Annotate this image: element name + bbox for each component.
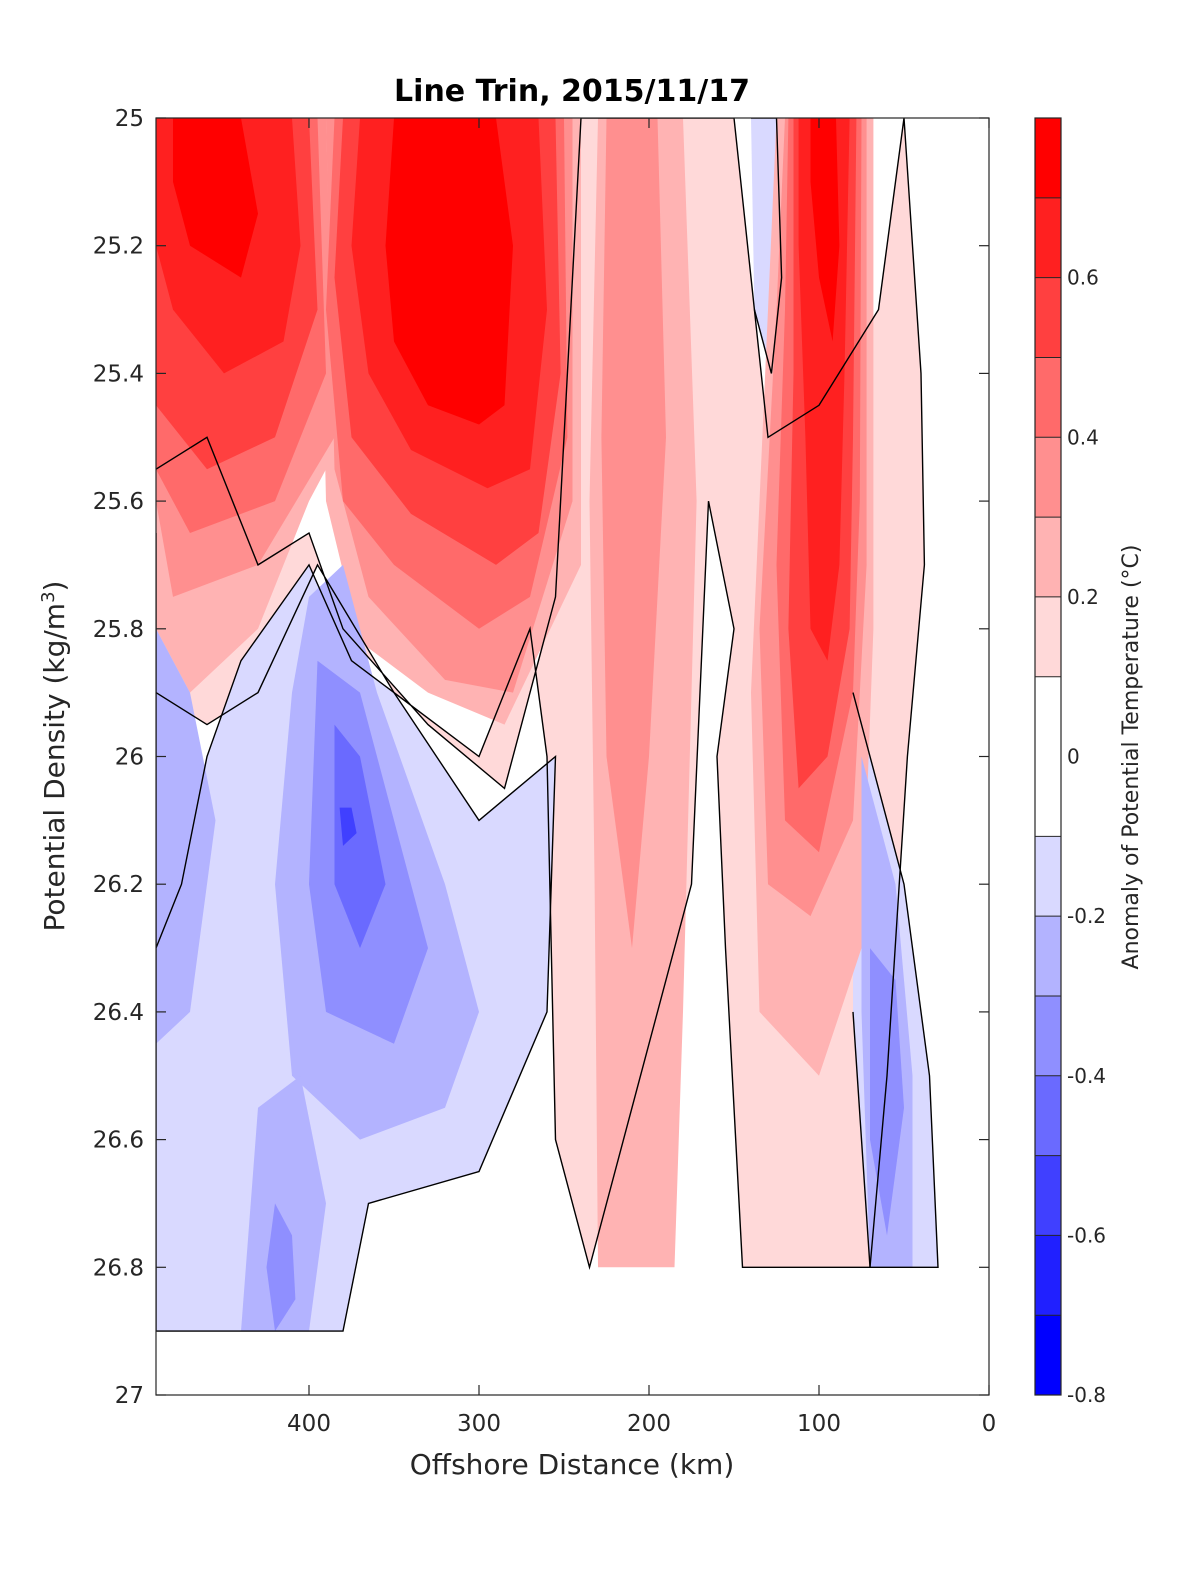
zero-contour-lines bbox=[156, 118, 939, 1332]
colorbar-band-5 bbox=[1035, 916, 1061, 996]
contour-region-28 bbox=[870, 948, 904, 1236]
colorbar-tick-label-0: 0 bbox=[1067, 745, 1080, 769]
zero-contour-20 bbox=[156, 118, 926, 1271]
zero-contour-22 bbox=[852, 692, 939, 1269]
y-tick-label-25.4: 25.4 bbox=[93, 361, 144, 387]
colorbar-band-8 bbox=[1035, 596, 1061, 677]
x-axis: 400 300 200 100 0 bbox=[287, 118, 996, 1437]
contour-region-30 bbox=[334, 724, 386, 949]
colorbar-tick-label-0.6: 0.6 bbox=[1067, 266, 1099, 290]
contour-fills bbox=[156, 118, 938, 1332]
y-tick-label-27: 27 bbox=[115, 1383, 144, 1409]
colorbar-band-14 bbox=[1035, 118, 1061, 198]
colorbar-tick-label-0.4: 0.4 bbox=[1067, 425, 1099, 449]
contour-region-29 bbox=[266, 1203, 296, 1332]
colorbar-band-7 bbox=[1035, 676, 1061, 837]
colorbar-tick-label--0.4: -0.4 bbox=[1067, 1064, 1106, 1088]
x-tick-label-0: 0 bbox=[982, 1411, 997, 1437]
zero-contour-21 bbox=[156, 533, 557, 1332]
colorbar-band-11 bbox=[1035, 357, 1061, 438]
colorbar-tick-label-0.2: 0.2 bbox=[1067, 585, 1099, 609]
colorbar-band-3 bbox=[1035, 1075, 1061, 1156]
contour-region-20 bbox=[156, 118, 925, 1268]
y-axis-label: Potential Density (kg/m3) bbox=[38, 581, 72, 932]
x-tick-label-100: 100 bbox=[797, 1411, 841, 1437]
contour-region-31 bbox=[339, 807, 357, 846]
contour-region-26 bbox=[241, 1075, 326, 1332]
colorbar-tick-label--0.6: -0.6 bbox=[1067, 1223, 1106, 1247]
colorbar-label: Anomaly of Potential Temperature (°C) bbox=[1119, 545, 1144, 970]
y-tick-label-25.8: 25.8 bbox=[93, 617, 144, 643]
x-tick-label-200: 200 bbox=[627, 1411, 671, 1437]
y-tick-label-25: 25 bbox=[115, 106, 144, 132]
colorbar-band-10 bbox=[1035, 437, 1061, 518]
contour-region-0 bbox=[173, 118, 258, 278]
zero-contour-32 bbox=[751, 118, 783, 374]
y-tick-label-25.2: 25.2 bbox=[93, 234, 144, 260]
colorbar-band-9 bbox=[1035, 517, 1061, 597]
x-tick-label-400: 400 bbox=[287, 1411, 331, 1437]
contour-region-23 bbox=[156, 628, 216, 1044]
contour-region-14 bbox=[601, 118, 666, 949]
y-tick-label-26.6: 26.6 bbox=[93, 1128, 144, 1154]
colorbar-tick-label--0.2: -0.2 bbox=[1067, 904, 1106, 928]
x-tick-label-300: 300 bbox=[457, 1411, 501, 1437]
y-axis-label-main: Potential Density (kg/m bbox=[38, 603, 71, 932]
y-tick-label-26.4: 26.4 bbox=[93, 1000, 144, 1026]
y-tick-label-26.8: 26.8 bbox=[93, 1255, 144, 1281]
contour-region-1 bbox=[385, 118, 513, 425]
colorbar-band-12 bbox=[1035, 277, 1061, 358]
colorbar-band-0 bbox=[1035, 1315, 1061, 1395]
colorbar-frame bbox=[1034, 117, 1062, 1396]
colorbar-band-2 bbox=[1035, 1155, 1061, 1236]
chart-title: Line Trin, 2015/11/17 bbox=[394, 74, 750, 109]
colorbar-band-4 bbox=[1035, 995, 1061, 1076]
colorbar-band-13 bbox=[1035, 197, 1061, 278]
y-axis: 25 25.2 25.4 25.6 25.8 26 26.2 26.4 26.6 26.8 27 bbox=[93, 106, 989, 1409]
colorbar: -0.8 -0.6 -0.4 -0.2 0 0.2 0.4 0.6 bbox=[1034, 117, 1106, 1407]
y-axis-label-superscript: 3 bbox=[38, 591, 59, 602]
y-tick-label-26.2: 26.2 bbox=[93, 872, 144, 898]
contour-region-2 bbox=[810, 118, 840, 342]
y-tick-label-25.6: 25.6 bbox=[93, 489, 144, 515]
plot-area bbox=[155, 117, 990, 1396]
colorbar-tick-label--0.8: -0.8 bbox=[1067, 1383, 1106, 1407]
y-axis-label-close: ) bbox=[38, 581, 71, 592]
x-axis-label: Offshore Distance (km) bbox=[410, 1448, 735, 1481]
y-tick-label-26: 26 bbox=[115, 745, 144, 771]
colorbar-band-1 bbox=[1035, 1235, 1061, 1316]
colorbar-band-6 bbox=[1035, 836, 1061, 917]
